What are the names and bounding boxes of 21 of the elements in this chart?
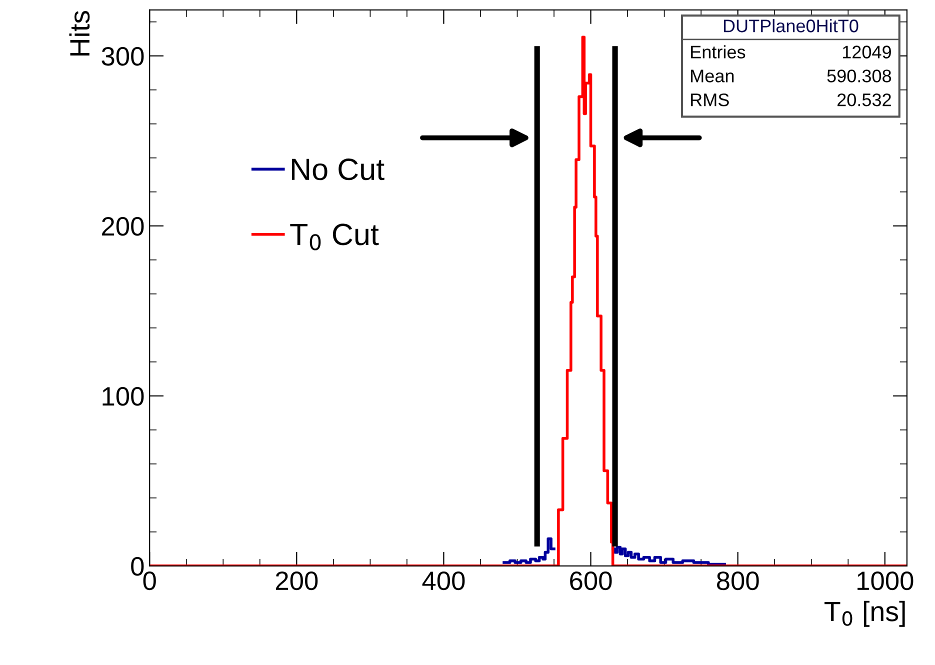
y-axis-title: Hits — [69, 10, 90, 56]
annotation: Mean — [691, 70, 734, 82]
legend-label: T$_{0}$ Cut — [290, 224, 379, 250]
x-axis-title: T$_{0}$ [ns] — [824, 600, 905, 627]
x-tick-label: 1000 — [858, 571, 914, 590]
annotation: RMS — [691, 93, 729, 106]
y-tick-label: 200 — [102, 217, 144, 236]
annotation: 12049 — [842, 46, 891, 58]
y-tick-label: 300 — [102, 47, 144, 66]
annotation: 20.532 — [837, 93, 891, 106]
x-tick-label: 800 — [716, 571, 759, 590]
annotation: Entries — [691, 45, 746, 58]
annotation: DUTPlane0HitT0 — [724, 19, 858, 32]
x-tick-label: 0 — [143, 571, 156, 590]
y-tick-label: 100 — [102, 387, 144, 406]
annotation: 590.308 — [827, 70, 892, 82]
y-tick-label: 0 — [131, 557, 144, 576]
x-tick-label: 400 — [422, 571, 465, 590]
x-tick-label: 600 — [570, 571, 612, 590]
x-tick-label: 200 — [276, 571, 318, 590]
legend-label: No Cut — [292, 158, 384, 180]
